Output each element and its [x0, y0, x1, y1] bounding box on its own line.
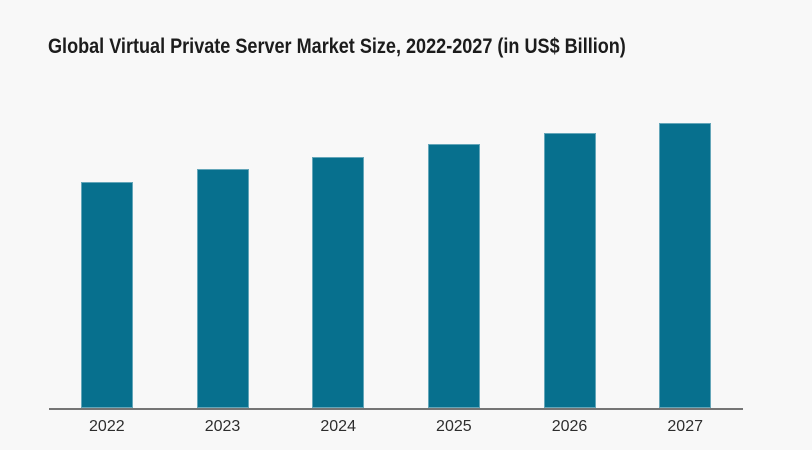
x-tick-label-2026: 2026	[551, 418, 588, 435]
bar-2022	[80, 182, 133, 408]
bar-slot-2022	[49, 110, 165, 408]
bar-slot-2024	[280, 110, 396, 408]
bar-slot-2026	[512, 110, 628, 408]
x-tick-label-2025: 2025	[436, 418, 472, 435]
bar-slot-2027	[627, 110, 743, 408]
bar-2025	[427, 144, 480, 408]
x-tick-label-2022: 2022	[89, 418, 125, 435]
bar-2024	[312, 157, 365, 408]
bar-2026	[543, 133, 596, 408]
chart-title: Global Virtual Private Server Market Siz…	[48, 35, 626, 58]
x-tick-label-2027: 2027	[667, 418, 703, 435]
bar-2023	[196, 169, 249, 408]
x-tick-label-2024: 2024	[320, 418, 356, 435]
x-axis-labels: 2022 2023 2024 2025 2026 2027	[49, 418, 743, 436]
bar-2027	[659, 123, 712, 408]
bar-slot-2025	[396, 110, 512, 408]
x-tick-label-2023: 2023	[204, 418, 241, 435]
plot-area	[49, 110, 743, 410]
bar-slot-2023	[165, 110, 281, 408]
